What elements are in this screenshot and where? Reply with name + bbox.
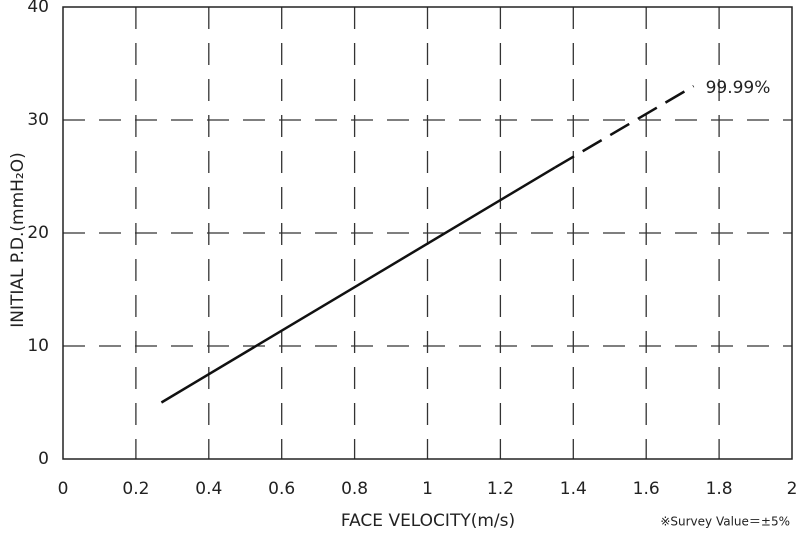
- x-tick-label: 0: [58, 479, 69, 499]
- x-tick-label: 0.4: [195, 479, 222, 499]
- y-tick-label: 30: [27, 110, 49, 130]
- y-tick-label: 0: [38, 449, 49, 469]
- x-axis-label: FACE VELOCITY(m/s): [341, 511, 515, 531]
- y-axis-label: INITIAL P.D.(mmH₂O): [8, 152, 28, 328]
- x-tick-label: 1.2: [487, 479, 514, 499]
- annotation: 99.99%: [706, 78, 771, 98]
- note: ※Survey Value＝±5%: [660, 515, 790, 529]
- line: [554, 85, 695, 169]
- plot-frame: [62, 6, 793, 460]
- x-tick-label: 1.8: [706, 479, 733, 499]
- x-tick-label: 1: [422, 479, 433, 499]
- x-tick-label: 0.8: [341, 479, 368, 499]
- x-tick-label: 0.2: [122, 479, 149, 499]
- x-tick-label: 1.4: [560, 479, 587, 499]
- y-tick-label: 10: [27, 336, 49, 356]
- x-tick-label: 0.6: [268, 479, 295, 499]
- line: [160, 166, 556, 404]
- y-tick-label: 40: [27, 0, 49, 17]
- y-tick-label: 20: [27, 223, 49, 243]
- x-tick-label: 2: [787, 479, 798, 499]
- x-tick-label: 1.6: [633, 479, 660, 499]
